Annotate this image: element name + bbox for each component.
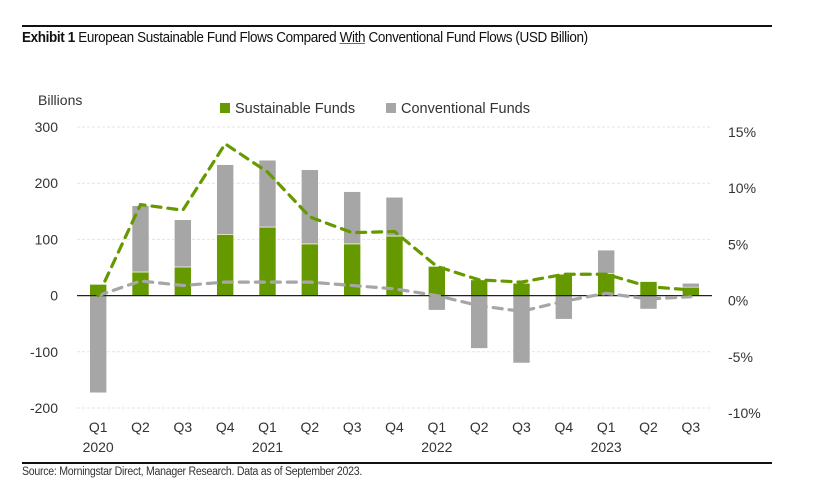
exhibit-label: Exhibit 1 (22, 30, 75, 46)
bar-sustainable (512, 282, 531, 296)
bar-conventional (216, 164, 234, 235)
bar-sustainable (258, 226, 277, 296)
legend: Sustainable Funds Conventional Funds (220, 101, 530, 117)
legend-label-conventional: Conventional Funds (401, 101, 530, 117)
y-tick-label: 100 (35, 231, 59, 247)
x-tick-label: Q2 (300, 419, 319, 435)
x-year-label: 2021 (252, 439, 283, 455)
bar-sustainable (639, 281, 658, 296)
y2-tick-label: 10% (728, 180, 756, 196)
y2-tick-label: -10% (728, 405, 761, 421)
y-axis-label: Billions (38, 92, 82, 108)
bar-conventional (555, 295, 573, 320)
y-tick-label: 200 (35, 175, 59, 191)
line-sustainable-growth (96, 141, 693, 298)
bar-conventional (385, 196, 404, 237)
bar-conventional (597, 249, 615, 274)
bar-conventional (343, 191, 361, 245)
y-tick-label: 300 (35, 119, 59, 135)
bar-sustainable (343, 243, 361, 296)
x-tick-label: Q3 (681, 419, 700, 435)
x-tick-label: Q1 (89, 419, 108, 435)
x-tick-label: Q1 (597, 419, 616, 435)
y-tick-label: -200 (30, 400, 58, 416)
bar-sustainable (301, 243, 319, 296)
bar-conventional (174, 219, 192, 268)
bar-conventional (301, 169, 319, 245)
bar-sustainable (385, 235, 404, 296)
bar-sustainable (216, 234, 234, 296)
x-year-label: 2022 (421, 439, 452, 455)
legend-label-sustainable: Sustainable Funds (235, 101, 355, 117)
bar-sustainable (428, 266, 446, 296)
bar-conventional (89, 295, 107, 394)
x-tick-label: Q2 (639, 419, 658, 435)
x-tick-label: Q3 (343, 419, 362, 435)
y2-tick-label: 5% (728, 236, 748, 252)
x-tick-label: Q2 (131, 419, 150, 435)
y2-tick-label: 0% (728, 293, 748, 309)
legend-swatch-conventional (386, 103, 396, 113)
x-tick-label: Q4 (385, 419, 404, 435)
right-axis-ticks: 15% 10% 5% 0% -5% -10% (728, 124, 761, 421)
x-year-label: 2023 (591, 439, 622, 455)
bars (89, 159, 700, 394)
x-tick-label: Q4 (216, 419, 235, 435)
exhibit-title: Exhibit 1 European Sustainable Fund Flow… (22, 30, 588, 46)
y2-tick-label: -5% (728, 349, 753, 365)
x-tick-label: Q4 (554, 419, 573, 435)
y-tick-label: -100 (30, 344, 58, 360)
top-rule (22, 25, 772, 27)
x-tick-label: Q1 (427, 419, 446, 435)
bar-conventional (428, 295, 446, 311)
line-conventional-growth (96, 279, 693, 313)
x-tick-label: Q1 (258, 419, 277, 435)
title-link-with[interactable]: With (339, 30, 366, 46)
bar-sustainable (174, 266, 192, 296)
x-tick-label: Q2 (470, 419, 489, 435)
bar-sustainable (555, 273, 573, 296)
percent-lines (96, 141, 693, 313)
title-text-2: Conventional Fund Flows (USD Billion) (365, 30, 588, 46)
x-tick-label: Q3 (512, 419, 531, 435)
left-axis-ticks: 300 200 100 0 -100 -200 (30, 119, 58, 416)
y-tick-label: 0 (50, 288, 58, 304)
legend-swatch-sustainable (220, 103, 230, 113)
x-tick-label: Q3 (173, 419, 192, 435)
bar-conventional (512, 295, 531, 364)
bar-sustainable (470, 279, 488, 296)
bar-conventional (682, 282, 700, 288)
x-year-label: 2020 (83, 439, 114, 455)
y2-tick-label: 15% (728, 124, 756, 140)
title-text-1: European Sustainable Fund Flows Compared (74, 30, 340, 46)
source-note: Source: Morningstar Direct, Manager Rese… (22, 466, 363, 478)
x-axis-ticks: Q1 Q2 Q3 Q4 Q1 Q2 Q3 Q4 Q1 Q2 Q3 Q4 Q1 Q2 Q3 2020 2021 20… (83, 419, 701, 455)
bottom-rule (22, 462, 772, 464)
bar-conventional (470, 295, 488, 349)
